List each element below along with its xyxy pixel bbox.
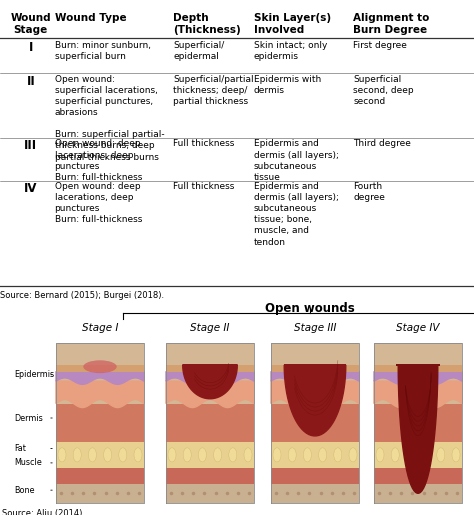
Text: Depth
(Thickness): Depth (Thickness) — [173, 13, 241, 35]
Text: Epidermis: Epidermis — [14, 370, 54, 379]
Text: IV: IV — [24, 182, 37, 195]
Polygon shape — [271, 381, 359, 407]
Ellipse shape — [334, 448, 342, 462]
Text: Wound Type: Wound Type — [55, 13, 126, 23]
Ellipse shape — [183, 448, 191, 462]
Bar — [271, 468, 359, 484]
Polygon shape — [271, 371, 359, 384]
Bar — [271, 484, 359, 503]
Text: Full thickness: Full thickness — [173, 182, 234, 191]
Ellipse shape — [199, 448, 206, 462]
Polygon shape — [396, 365, 440, 493]
Text: Wound
Stage: Wound Stage — [10, 13, 51, 35]
Text: Open wounds: Open wounds — [265, 302, 355, 315]
Text: Stage III: Stage III — [294, 322, 336, 333]
Bar — [271, 442, 359, 468]
Bar — [374, 484, 462, 503]
Ellipse shape — [134, 448, 142, 462]
Ellipse shape — [391, 448, 399, 462]
Ellipse shape — [83, 360, 117, 373]
Ellipse shape — [376, 448, 384, 462]
Bar — [374, 404, 462, 442]
Text: Burn: minor sunburn,
superficial burn: Burn: minor sunburn, superficial burn — [55, 41, 151, 61]
Ellipse shape — [273, 448, 281, 462]
Ellipse shape — [421, 448, 429, 462]
Text: Bone: Bone — [14, 486, 35, 494]
Ellipse shape — [303, 448, 311, 462]
Polygon shape — [166, 371, 254, 384]
Text: Epidermis with
dermis: Epidermis with dermis — [254, 75, 321, 95]
Bar — [374, 365, 462, 371]
Ellipse shape — [437, 448, 445, 462]
Polygon shape — [374, 381, 462, 407]
Text: Epidermis and
dermis (all layers);
subcutaneous
tissue; bone,
muscle, and
tendon: Epidermis and dermis (all layers); subcu… — [254, 182, 338, 247]
Bar — [56, 468, 144, 484]
Text: II: II — [27, 75, 35, 88]
Polygon shape — [166, 381, 254, 407]
Text: First degree: First degree — [353, 41, 407, 50]
Ellipse shape — [229, 448, 237, 462]
Bar — [374, 442, 462, 468]
Text: Skin intact; only
epidermis: Skin intact; only epidermis — [254, 41, 327, 61]
Text: Stage II: Stage II — [191, 322, 230, 333]
Text: Skin Layer(s)
Involved: Skin Layer(s) Involved — [254, 13, 331, 35]
Bar — [271, 404, 359, 442]
Ellipse shape — [88, 448, 96, 462]
Text: Open wound:
superficial lacerations,
superficial punctures,
abrasions

Burn: sup: Open wound: superficial lacerations, sup… — [55, 75, 164, 162]
Bar — [56, 484, 144, 503]
Bar — [271, 342, 359, 503]
Text: Superficial/partial
thickness; deep/
partial thickness: Superficial/partial thickness; deep/ par… — [173, 75, 254, 106]
Text: Alignment to
Burn Degree: Alignment to Burn Degree — [353, 13, 429, 35]
Bar — [374, 342, 462, 503]
Text: Third degree: Third degree — [353, 140, 411, 148]
Bar — [374, 468, 462, 484]
Polygon shape — [56, 371, 144, 384]
Bar — [271, 365, 359, 371]
Polygon shape — [182, 365, 237, 399]
Bar — [56, 365, 144, 371]
Bar — [166, 484, 254, 503]
Ellipse shape — [119, 448, 127, 462]
Text: Muscle: Muscle — [14, 458, 42, 468]
Ellipse shape — [58, 448, 66, 462]
Ellipse shape — [214, 448, 222, 462]
Ellipse shape — [452, 448, 460, 462]
Bar — [56, 342, 144, 503]
Ellipse shape — [406, 448, 414, 462]
Ellipse shape — [319, 448, 327, 462]
Bar — [166, 468, 254, 484]
Polygon shape — [56, 381, 144, 407]
Text: Dermis: Dermis — [14, 414, 43, 422]
Text: Fourth
degree: Fourth degree — [353, 182, 385, 202]
Bar — [56, 442, 144, 468]
Bar — [166, 442, 254, 468]
Polygon shape — [374, 371, 462, 384]
Bar — [56, 404, 144, 442]
Text: Full thickness: Full thickness — [173, 140, 234, 148]
Text: Stage IV: Stage IV — [396, 322, 440, 333]
Ellipse shape — [73, 448, 81, 462]
Text: Epidermis and
dermis (all layers);
subcutaneous
tissue: Epidermis and dermis (all layers); subcu… — [254, 140, 338, 182]
Ellipse shape — [349, 448, 357, 462]
Text: Source: Bernard (2015); Burgei (2018).: Source: Bernard (2015); Burgei (2018). — [0, 290, 164, 300]
Text: Open wound: deep
lacerations, deep
punctures
Burn: full-thickness: Open wound: deep lacerations, deep punct… — [55, 140, 142, 182]
Polygon shape — [284, 365, 346, 436]
Ellipse shape — [104, 448, 111, 462]
Bar — [166, 404, 254, 442]
Text: Superficial
second, deep
second: Superficial second, deep second — [353, 75, 414, 106]
Text: Stage I: Stage I — [82, 322, 118, 333]
Ellipse shape — [244, 448, 252, 462]
Text: Fat: Fat — [14, 444, 26, 453]
Bar — [166, 365, 254, 371]
Bar — [166, 342, 254, 503]
Text: I: I — [28, 41, 33, 54]
Text: III: III — [24, 140, 37, 152]
Text: Superficial/
epidermal: Superficial/ epidermal — [173, 41, 224, 61]
Ellipse shape — [168, 448, 176, 462]
Text: Source: Aliu (2014).: Source: Aliu (2014). — [2, 509, 85, 515]
Text: Open wound: deep
lacerations, deep
punctures
Burn: full-thickness: Open wound: deep lacerations, deep punct… — [55, 182, 142, 225]
Ellipse shape — [288, 448, 296, 462]
